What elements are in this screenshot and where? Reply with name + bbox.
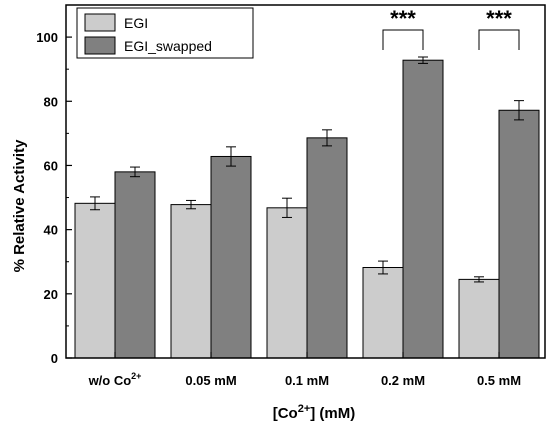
legend: EGI EGI_swapped (76, 7, 254, 59)
bar-egi (458, 278, 500, 359)
x-tick-label-base: 0.1 mM (285, 373, 329, 388)
significance-bracket (478, 29, 520, 50)
bar-egi-swapped (306, 137, 348, 359)
legend-swatch-egi-swapped (84, 36, 116, 55)
legend-swatch-egi (84, 13, 116, 32)
bar-egi (74, 202, 116, 359)
bar-egi-swapped (114, 171, 156, 359)
bar-egi-swapped (210, 155, 252, 359)
y-tick-label: 60 (44, 158, 58, 173)
x-tick-label-base: 0.05 mM (185, 373, 236, 388)
y-tick-label: 100 (36, 30, 58, 45)
y-axis-title: % Relative Activity (11, 139, 28, 272)
bar-egi (170, 204, 212, 359)
x-tick-label-sup: 2+ (131, 371, 141, 381)
legend-label-egi-swapped: EGI_swapped (124, 38, 212, 54)
significance-label: *** (486, 6, 512, 31)
x-tick-label-base: 0.5 mM (477, 373, 521, 388)
y-tick-label: 20 (44, 287, 58, 302)
bar-egi (266, 207, 308, 359)
plot-frame (65, 4, 546, 359)
x-tick-label: 0.5 mM (477, 373, 521, 388)
bar-egi-swapped (402, 59, 444, 359)
x-axis-title-sup: 2+ (298, 403, 311, 415)
x-tick-label: 0.2 mM (381, 373, 425, 388)
x-tick-label: 0.05 mM (185, 373, 236, 388)
x-tick-label: 0.1 mM (285, 373, 329, 388)
x-axis-title-rest: ] (mM) (310, 405, 355, 422)
x-tick-label: w/o Co2+ (88, 371, 142, 388)
y-tick-label: 80 (44, 94, 58, 109)
legend-label-egi: EGI (124, 15, 148, 31)
significance-bracket (382, 29, 424, 50)
y-tick-label: 40 (44, 223, 58, 238)
y-tick-label: 0 (51, 351, 58, 366)
significance-label: *** (390, 6, 416, 31)
x-tick-label-base: w/o Co (88, 373, 132, 388)
x-axis-title: [Co2+] (mM) (273, 403, 356, 422)
x-axis-title-base: [Co (273, 405, 298, 422)
bar-egi-swapped (498, 109, 540, 359)
bar-egi (362, 267, 404, 359)
x-tick-label-base: 0.2 mM (381, 373, 425, 388)
